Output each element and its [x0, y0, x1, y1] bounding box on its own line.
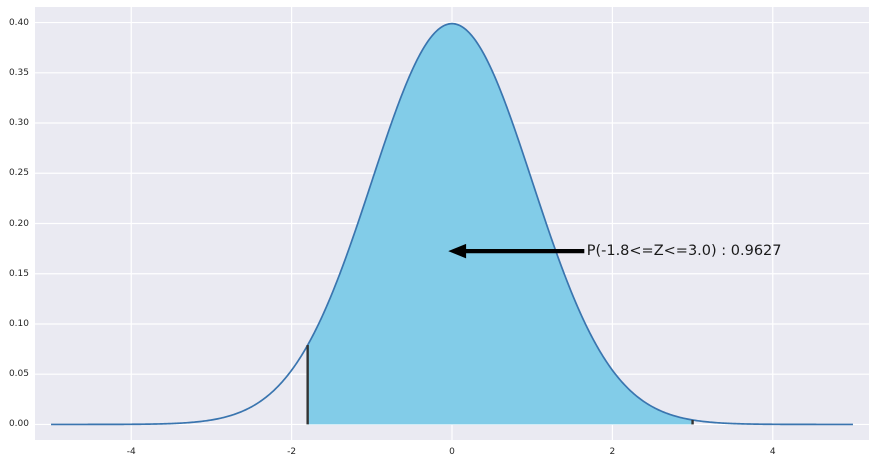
- x-tick-label: 2: [609, 447, 616, 457]
- y-tick-label: 0.10: [8, 318, 29, 329]
- x-tick-label: -4: [126, 447, 136, 457]
- normal-pdf-line: [51, 22, 853, 426]
- y-tick-label: 0.00: [8, 419, 29, 430]
- y-tick-label: 0.25: [8, 168, 29, 179]
- y-tick-label: 0.20: [8, 218, 29, 229]
- x-tick-label: 0: [449, 447, 455, 457]
- normal-curve-series: [51, 22, 853, 426]
- y-tick-label: 0.15: [8, 268, 29, 279]
- y-tick-label: 0.40: [8, 17, 29, 28]
- arrow-head: [448, 243, 467, 259]
- shaded-probability-region: [307, 23, 693, 425]
- plot-area: [35, 7, 869, 440]
- x-tick-label: -2: [287, 447, 297, 457]
- x-tick-label: 4: [769, 447, 776, 457]
- annotation-arrow: [448, 243, 585, 259]
- y-tick-label: 0.30: [8, 118, 29, 129]
- y-tick-label: 0.05: [8, 369, 29, 380]
- y-tick-label: 0.35: [8, 67, 29, 78]
- probability-annotation-text: P(-1.8<=Z<=3.0) : 0.9627: [586, 243, 782, 260]
